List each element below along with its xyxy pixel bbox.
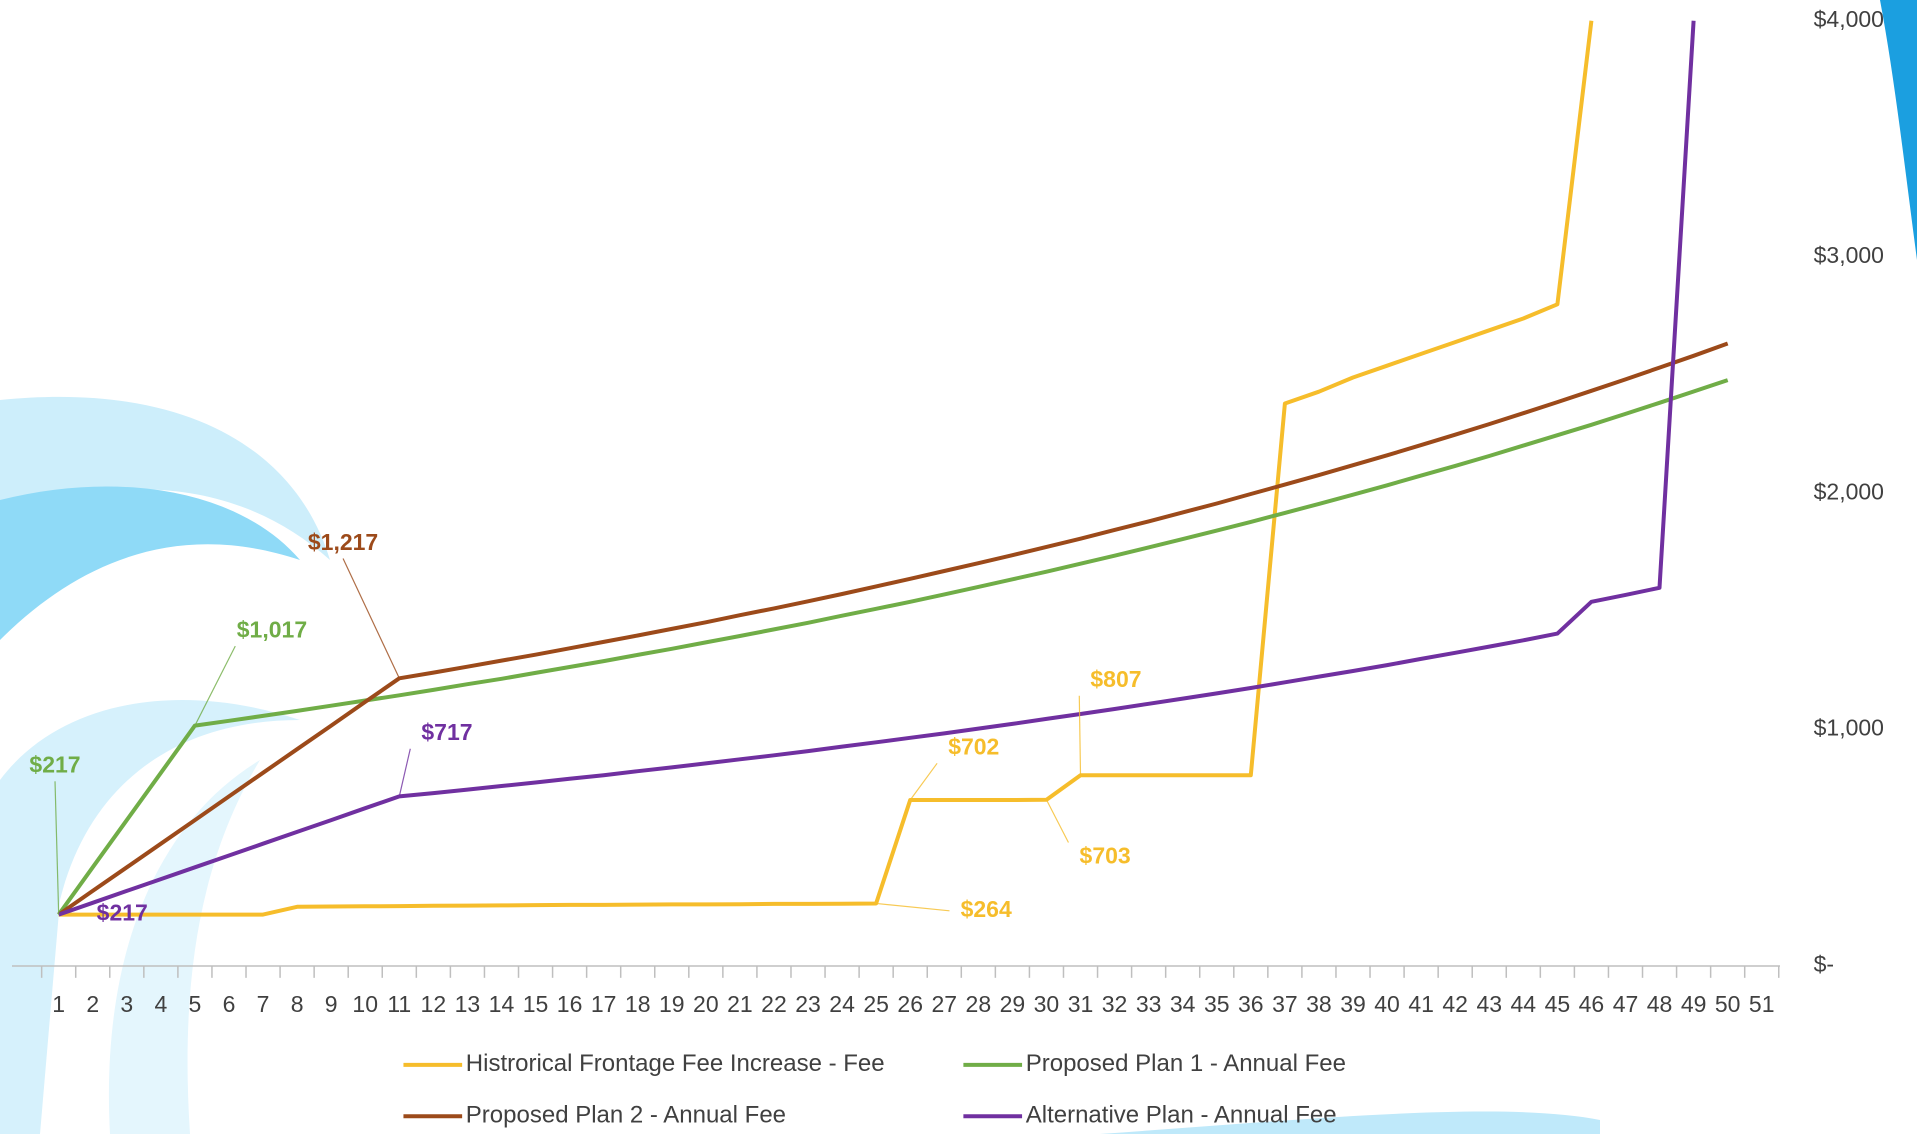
data-label: $702 [948, 734, 999, 760]
x-tick-label: 11 [387, 991, 411, 1017]
leader-line [876, 902, 950, 912]
x-tick-label: 7 [257, 991, 270, 1017]
data-label: $703 [1080, 842, 1131, 868]
leader-line [909, 762, 938, 801]
series-line [57, 341, 1729, 917]
x-tick-label: 50 [1715, 991, 1741, 1017]
x-tick-label: 6 [223, 991, 236, 1017]
x-tick-label: 1 [52, 991, 65, 1017]
x-tick-label: 24 [829, 991, 855, 1017]
x-tick-label: 8 [291, 991, 304, 1017]
x-tick-label: 34 [1170, 991, 1196, 1017]
x-tick-label: 15 [523, 991, 549, 1017]
x-tick-label: 10 [352, 991, 378, 1017]
y-tick-label: $4,000 [1814, 6, 1884, 32]
x-tick-label: 18 [625, 991, 651, 1017]
x-tick-label: 40 [1374, 991, 1400, 1017]
series-line [58, 20, 1594, 917]
x-tick-label: 31 [1068, 991, 1094, 1017]
leader-line [398, 748, 411, 797]
x-tick-label: 19 [659, 991, 685, 1017]
x-tick-label: 21 [727, 991, 753, 1017]
x-tick-label: 5 [189, 991, 202, 1017]
series-line [57, 378, 1729, 916]
x-tick-label: 36 [1238, 991, 1264, 1017]
x-tick-label: 26 [897, 991, 923, 1017]
x-tick-label: 25 [863, 991, 889, 1017]
plot-area [57, 20, 1729, 917]
x-tick-label: 23 [795, 991, 821, 1017]
x-tick-label: 12 [421, 991, 447, 1017]
x-tick-label: 4 [154, 991, 167, 1017]
x-tick-label: 35 [1204, 991, 1230, 1017]
x-tick-label: 49 [1681, 991, 1707, 1017]
x-tick-label: 51 [1749, 991, 1775, 1017]
leader-line [1078, 695, 1082, 776]
data-label: $807 [1090, 666, 1141, 692]
x-tick-label: 43 [1476, 991, 1502, 1017]
x-tick-label: 38 [1306, 991, 1332, 1017]
x-tick-label: 33 [1136, 991, 1162, 1017]
data-label: $1,217 [308, 529, 378, 555]
x-tick-label: 48 [1647, 991, 1673, 1017]
x-tick-label: 47 [1613, 991, 1639, 1017]
legend-label: Proposed Plan 1 - Annual Fee [1026, 1050, 1346, 1077]
x-tick-label: 28 [966, 991, 992, 1017]
legend-label: Alternative Plan - Annual Fee [1026, 1102, 1337, 1129]
x-tick-label: 42 [1442, 991, 1468, 1017]
x-tick-label: 46 [1579, 991, 1605, 1017]
x-tick-label: 17 [591, 991, 617, 1017]
leader-line [54, 781, 60, 915]
y-tick-label: $1,000 [1814, 715, 1884, 741]
x-tick-label: 41 [1408, 991, 1434, 1017]
data-label: $264 [961, 896, 1012, 922]
x-tick-label: 2 [86, 991, 99, 1017]
x-tick-label: 39 [1340, 991, 1366, 1017]
x-tick-label: 14 [489, 991, 515, 1017]
legend-label: Histrorical Frontage Fee Increase - Fee [466, 1050, 885, 1077]
x-tick-label: 29 [1000, 991, 1026, 1017]
data-label: $1,017 [237, 616, 307, 642]
y-tick-label: $2,000 [1814, 478, 1884, 504]
data-label: $217 [97, 900, 148, 926]
data-label: $217 [29, 752, 80, 778]
x-tick-label: 13 [455, 991, 481, 1017]
x-tick-label: 30 [1034, 991, 1060, 1017]
y-tick-label: $3,000 [1814, 242, 1884, 268]
series-line [58, 20, 1696, 917]
x-tick-label: 20 [693, 991, 719, 1017]
leader-line [1045, 799, 1069, 843]
x-tick-label: 45 [1545, 991, 1571, 1017]
x-tick-label: 16 [557, 991, 583, 1017]
leader-line [194, 645, 236, 726]
x-tick-label: 27 [931, 991, 957, 1017]
legend-label: Proposed Plan 2 - Annual Fee [466, 1102, 786, 1129]
x-tick-label: 9 [325, 991, 338, 1017]
x-tick-label: 22 [761, 991, 787, 1017]
x-tick-label: 37 [1272, 991, 1298, 1017]
data-label: $717 [421, 719, 472, 745]
x-tick-label: 3 [120, 991, 133, 1017]
x-tick-label: 32 [1102, 991, 1128, 1017]
x-tick-label: 44 [1511, 991, 1537, 1017]
y-tick-label: $- [1814, 951, 1834, 977]
leader-line [342, 558, 400, 679]
